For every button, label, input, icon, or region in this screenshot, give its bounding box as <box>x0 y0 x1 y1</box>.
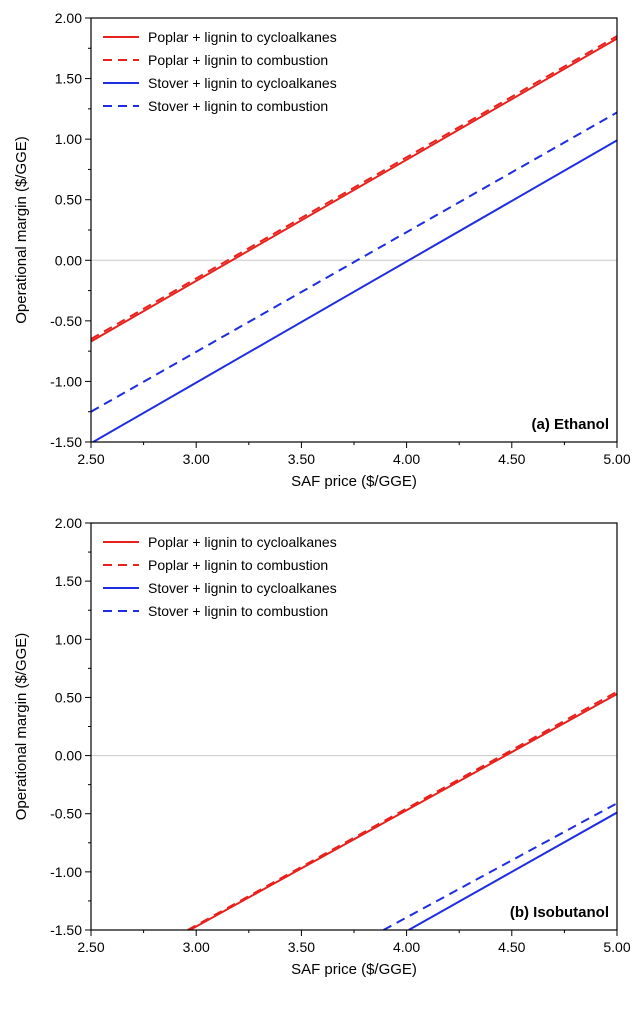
y-tick-label: -1.00 <box>50 373 82 389</box>
series-line-1 <box>91 35 617 340</box>
x-tick-label: 2.50 <box>77 451 104 467</box>
y-tick-label: 1.50 <box>55 573 82 589</box>
series-line-3 <box>91 111 617 413</box>
x-axis-label: SAF price ($/GGE) <box>291 961 417 978</box>
legend-label-1: Poplar + lignin to combustion <box>148 557 328 573</box>
legend-label-3: Stover + lignin to combustion <box>148 603 328 619</box>
chart-isobutanol: 2.50 3.00 3.50 4.00 4.50 5.00 -1.50 -1.00 -0.50 0… <box>13 515 631 978</box>
legend-label-3: Stover + lignin to combustion <box>148 98 328 114</box>
x-tick-label: 5.00 <box>603 939 630 955</box>
x-tick-label: 2.50 <box>77 939 104 955</box>
y-tick-label: 0.00 <box>55 252 82 268</box>
y-tick-label: 1.00 <box>55 131 82 147</box>
y-tick-label: 0.50 <box>55 192 82 208</box>
series-line-2 <box>91 139 617 442</box>
x-tick-label: 3.00 <box>183 939 210 955</box>
x-tick-label: 4.00 <box>393 939 420 955</box>
series-line-0 <box>189 693 617 930</box>
x-tick-label: 3.50 <box>288 939 315 955</box>
series-line-0 <box>91 37 617 343</box>
panel-label: (a) Ethanol <box>532 416 610 433</box>
y-tick-label: -1.50 <box>50 922 82 938</box>
legend-label-1: Poplar + lignin to combustion <box>148 52 328 68</box>
y-tick-label: -0.50 <box>50 313 82 329</box>
y-tick-label: 0.50 <box>55 689 82 705</box>
x-tick-label: 4.50 <box>498 451 525 467</box>
y-tick-label: 1.00 <box>55 631 82 647</box>
y-tick-label: 1.50 <box>55 71 82 87</box>
chart-ethanol: 2.50 3.00 3.50 4.00 4.50 5.00 -1.50 -1.00 -0.50 0… <box>13 10 631 490</box>
y-tick-label: -0.50 <box>50 806 82 822</box>
y-axis-label: Operational margin ($/GGE) <box>13 136 30 324</box>
y-tick-label: -1.00 <box>50 864 82 880</box>
series-line-2 <box>408 811 617 930</box>
x-tick-label: 3.00 <box>183 451 210 467</box>
legend-label-0: Poplar + lignin to cycloalkanes <box>148 534 337 550</box>
legend-label-0: Poplar + lignin to cycloalkanes <box>148 29 337 45</box>
x-tick-label: 4.50 <box>498 939 525 955</box>
series-line-1 <box>187 690 617 930</box>
x-tick-label: 5.00 <box>603 451 630 467</box>
legend-label-2: Stover + lignin to cycloalkanes <box>148 580 337 596</box>
y-tick-label: 0.00 <box>55 748 82 764</box>
x-axis-label: SAF price ($/GGE) <box>291 473 417 490</box>
y-axis-label: Operational margin ($/GGE) <box>13 633 30 821</box>
y-tick-label: 2.00 <box>55 515 82 531</box>
x-tick-label: 3.50 <box>288 451 315 467</box>
y-tick-label: -1.50 <box>50 434 82 450</box>
y-tick-label: 2.00 <box>55 10 82 26</box>
panel-label: (b) Isobutanol <box>510 904 609 921</box>
legend-label-2: Stover + lignin to cycloalkanes <box>148 75 337 91</box>
x-tick-label: 4.00 <box>393 451 420 467</box>
